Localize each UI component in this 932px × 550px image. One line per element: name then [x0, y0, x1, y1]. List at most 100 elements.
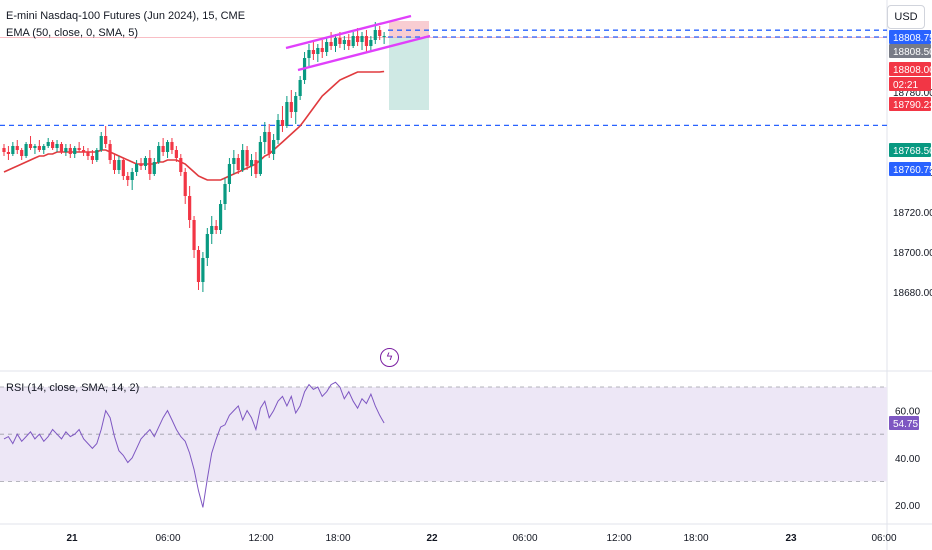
rsi-value-box	[889, 415, 919, 430]
candle-body	[196, 250, 201, 282]
candle-body	[210, 226, 214, 234]
candle-body	[73, 148, 77, 154]
price-label-countdown: 02:21	[893, 80, 918, 91]
candle-body	[329, 42, 333, 46]
price-labels: 18808.7518808.5018808.0002:2118790.23187…	[889, 30, 932, 430]
lightning-icon[interactable]: ϟ	[380, 348, 399, 367]
candle-body	[356, 36, 360, 42]
candle-body	[170, 142, 174, 150]
candle-body	[6, 152, 11, 154]
price-label-box	[889, 162, 931, 176]
candle-body	[15, 146, 19, 150]
candle-body	[33, 146, 37, 148]
time-tick-label: 18:00	[683, 533, 708, 544]
candle-body	[95, 150, 99, 160]
ema-legend[interactable]: EMA (50, close, 0, SMA, 5)	[6, 27, 139, 39]
candle-body	[157, 146, 161, 162]
rsi-line	[3, 381, 385, 508]
candle-body	[254, 160, 258, 174]
candle-body	[165, 142, 170, 152]
price-label-box	[889, 97, 931, 111]
candle-body	[188, 196, 192, 220]
candle-body	[108, 144, 112, 160]
price-label-target-level: 18808.75	[893, 33, 932, 44]
price-label-ema-value: 18790.23	[893, 100, 932, 111]
price-tick-label: 18700.00	[893, 248, 932, 259]
candle-body	[276, 120, 280, 140]
candle-body	[11, 146, 15, 154]
candle-body	[351, 36, 355, 46]
price-label-last-high: 18808.50	[893, 47, 932, 58]
candle-body	[272, 140, 276, 154]
candle-body	[289, 102, 293, 112]
candle-body	[333, 38, 338, 46]
rsi-pane[interactable]	[0, 381, 887, 508]
candle-body	[360, 36, 364, 42]
rsi-legend[interactable]: RSI (14, close, SMA, 14, 2)	[6, 382, 140, 394]
candle-body	[99, 136, 103, 150]
rsi-tick-label: 40.00	[895, 454, 920, 465]
candle-body	[86, 152, 90, 156]
channel-upper-line	[285, 14, 412, 50]
candle-body	[64, 148, 68, 152]
candle-body	[90, 156, 94, 160]
candle-body	[55, 144, 59, 148]
candle-body	[307, 50, 311, 58]
candle-body	[325, 42, 329, 52]
candle-body	[320, 48, 324, 52]
candle-body	[347, 40, 351, 46]
candle-body	[174, 150, 178, 158]
candle-body	[104, 136, 108, 144]
candle-body	[236, 158, 240, 170]
main-price-pane[interactable]	[0, 14, 887, 292]
candle-body	[267, 132, 271, 154]
candle-body	[24, 144, 28, 156]
candle-body	[139, 164, 143, 166]
candle-body	[382, 36, 386, 37]
time-tick-label: 21	[66, 533, 78, 544]
time-tick-label: 12:00	[606, 533, 631, 544]
candle-body	[161, 146, 165, 152]
candle-body	[369, 40, 373, 46]
candle-body	[68, 148, 72, 154]
candle-body	[126, 176, 130, 180]
candle-body	[373, 30, 377, 40]
candle-body	[364, 36, 369, 46]
time-tick-label: 18:00	[325, 533, 350, 544]
price-label-box	[889, 44, 931, 58]
time-tick-label: 22	[426, 533, 438, 544]
price-label-box	[889, 77, 931, 91]
candle-body	[183, 172, 187, 196]
stop-loss-zone	[389, 21, 429, 37]
candle-body	[201, 258, 205, 282]
candle-body	[143, 158, 148, 166]
price-tick-label: 18720.00	[893, 208, 932, 219]
take-profit-zone	[389, 37, 429, 110]
candle-body	[245, 150, 249, 166]
candle-body	[130, 172, 134, 180]
candle-body	[46, 142, 50, 146]
candle-body	[28, 144, 33, 148]
candle-body	[316, 48, 320, 54]
channel-lower-line	[297, 34, 431, 72]
candle-body	[285, 102, 289, 126]
candle-body	[37, 146, 41, 150]
candle-body	[148, 158, 152, 174]
candle-body	[258, 142, 262, 174]
candle-body	[117, 160, 121, 170]
symbol-title[interactable]: E-mini Nasdaq-100 Futures (Jun 2024), 15…	[6, 10, 246, 22]
candle-body	[2, 148, 6, 152]
candle-body	[179, 158, 183, 172]
candle-body	[135, 164, 139, 172]
candle-body	[311, 50, 315, 54]
candle-body	[338, 38, 342, 44]
candle-body	[232, 158, 236, 164]
price-label-last-price: 18808.00	[893, 65, 932, 76]
price-tick-label: 18780.00	[893, 88, 932, 99]
price-label-take-profit: 18768.50	[893, 146, 932, 157]
currency-button[interactable]: USD	[887, 5, 925, 29]
time-tick-label: 06:00	[871, 533, 896, 544]
price-label-box	[889, 62, 931, 76]
candle-body	[214, 226, 218, 230]
